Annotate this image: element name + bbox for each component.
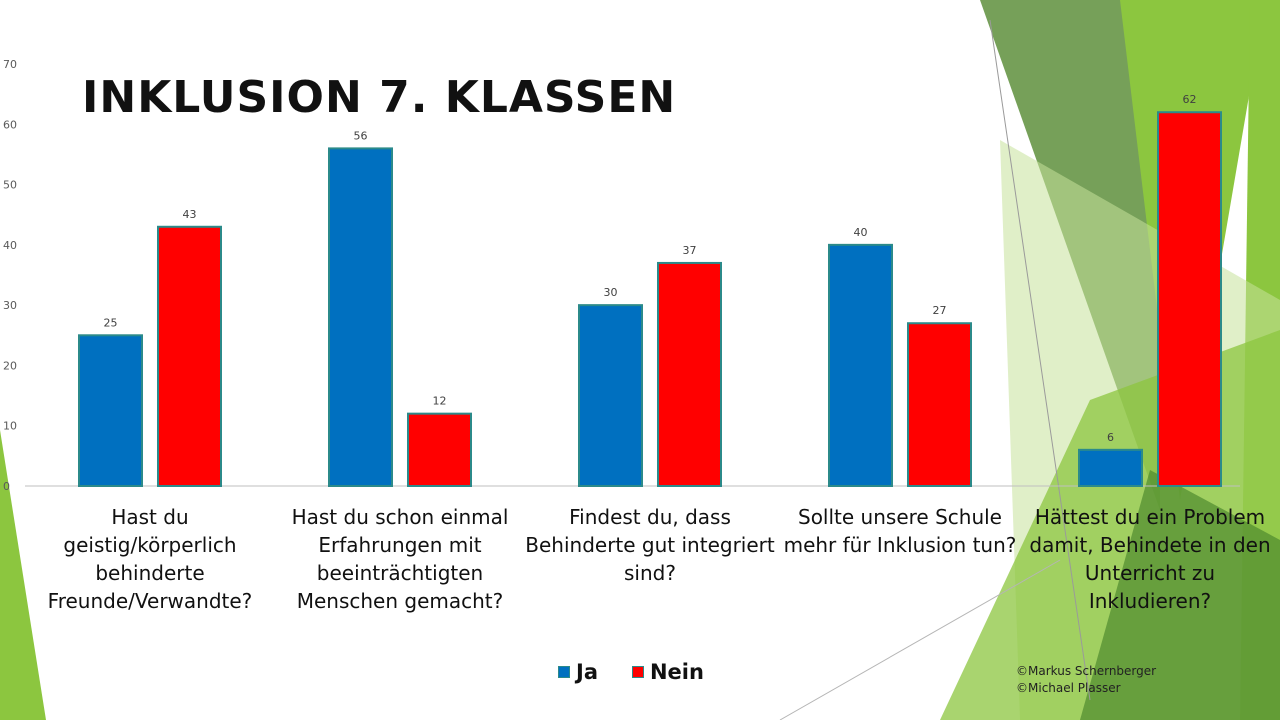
decor-shape-left <box>0 430 46 720</box>
credits: ©Markus Schernberger ©Michael Plasser <box>1016 663 1156 697</box>
bar-ja-2 <box>328 147 393 487</box>
legend-label-nein: Nein <box>649 660 704 684</box>
y-tick-label: 10 <box>3 420 17 433</box>
credit-2: ©Michael Plasser <box>1016 681 1121 695</box>
y-axis-ticks: 0 10 20 30 40 50 60 70 <box>3 58 17 493</box>
data-label-nein-3: 37 <box>683 244 697 257</box>
y-tick-label: 40 <box>3 239 17 252</box>
bar-group <box>78 111 1222 488</box>
data-label-ja-2: 56 <box>354 129 368 142</box>
data-label-nein-2: 12 <box>433 395 447 408</box>
data-label-nein-1: 43 <box>183 208 197 221</box>
data-label-nein-5: 62 <box>1183 93 1197 106</box>
decor-shape-deep <box>1080 470 1280 720</box>
category-label-1: Hast du geistig/körperlich behinderte Fr… <box>47 505 253 613</box>
bar-ja-5 <box>1078 448 1143 488</box>
category-label-4: Sollte unsere Schule mehr für Inklusion … <box>783 505 1017 557</box>
legend-label-ja: Ja <box>576 660 598 684</box>
chart-title: INKLUSION 7. KLASSEN <box>82 72 677 123</box>
y-tick-label: 30 <box>3 299 17 312</box>
bar-nein-1 <box>157 225 222 487</box>
bar-ja-1 <box>78 334 143 487</box>
category-label-2: Hast du schon einmal Erfahrungen mit bee… <box>291 505 509 613</box>
data-label-nein-4: 27 <box>933 304 947 317</box>
legend-item-nein: Nein <box>631 660 704 684</box>
legend-swatch-nein <box>631 666 644 678</box>
legend: Ja Nein <box>558 660 704 684</box>
data-label-ja-4: 40 <box>854 226 868 239</box>
category-label-5: Hättest du ein Problem damit, Behindete … <box>1029 505 1271 613</box>
bar-ja-3 <box>578 304 643 487</box>
bar-nein-4 <box>907 322 972 487</box>
y-tick-label: 70 <box>3 58 17 71</box>
category-label-3: Findest du, dass Behinderte gut integrie… <box>525 505 775 585</box>
credit-1: ©Markus Schernberger <box>1016 664 1157 678</box>
data-label-ja-5: 6 <box>1107 431 1114 444</box>
y-tick-label: 0 <box>3 480 10 493</box>
legend-swatch-ja <box>558 666 570 678</box>
bar-nein-2 <box>407 412 472 487</box>
data-label-ja-3: 30 <box>604 286 618 299</box>
y-tick-label: 60 <box>3 118 17 131</box>
bar-ja-4 <box>828 243 893 487</box>
data-label-ja-1: 25 <box>104 316 118 329</box>
data-label-group: 25 43 56 12 30 37 40 27 6 62 <box>104 93 1197 444</box>
legend-item-ja: Ja <box>558 660 598 684</box>
y-tick-label: 20 <box>3 359 17 372</box>
decor-line <box>989 19 1091 701</box>
bar-nein-5 <box>1157 111 1222 487</box>
decor-line-2 <box>779 559 1061 720</box>
y-tick-label: 50 <box>3 179 17 192</box>
bar-nein-3 <box>657 261 722 488</box>
